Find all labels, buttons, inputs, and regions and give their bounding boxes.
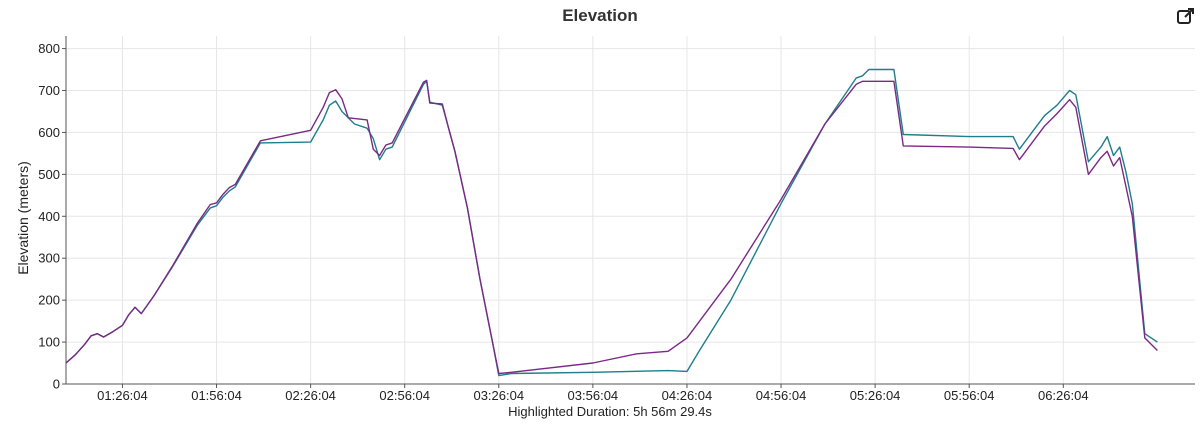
chart-title: Elevation — [562, 6, 638, 25]
y-tick-label: 600 — [38, 125, 60, 140]
elevation-series-line-1[interactable] — [65, 68, 1158, 377]
x-tick-label: 01:56:04 — [191, 388, 242, 403]
highlighted-duration: Highlighted Duration: 5h 56m 29.4s — [508, 404, 712, 419]
x-tick-label: 01:26:04 — [97, 388, 148, 403]
y-tick-label: 100 — [38, 335, 60, 350]
grid — [66, 36, 1195, 384]
x-tick-label: 04:56:04 — [756, 388, 807, 403]
axes — [65, 36, 1195, 385]
x-tick-label: 02:26:04 — [285, 388, 336, 403]
x-tick-label: 03:26:04 — [473, 388, 524, 403]
series-lines[interactable] — [65, 68, 1158, 377]
y-tick-label: 700 — [38, 83, 60, 98]
y-tick-label: 400 — [38, 209, 60, 224]
x-tick-label: 05:26:04 — [850, 388, 901, 403]
y-tick-label: 0 — [53, 377, 60, 392]
x-tick-label: 05:56:04 — [944, 388, 995, 403]
x-tick-label: 03:56:04 — [568, 388, 619, 403]
elevation-series-line-2[interactable] — [65, 79, 1158, 375]
y-axis-title: Elevation (meters) — [15, 161, 31, 275]
y-tick-labels: 0 100 200 300 400 500 600 700 800 — [38, 41, 66, 392]
export-icon[interactable] — [1176, 6, 1196, 26]
y-tick-label: 800 — [38, 41, 60, 56]
x-tick-labels: 01:26:04 01:56:04 02:26:04 02:56:04 03:26:04… — [97, 384, 1089, 403]
y-tick-label: 500 — [38, 167, 60, 182]
x-tick-label: 02:56:04 — [379, 388, 430, 403]
y-tick-label: 200 — [38, 293, 60, 308]
y-tick-label: 300 — [38, 251, 60, 266]
x-tick-label: 06:26:04 — [1038, 388, 1089, 403]
x-tick-label: 04:26:04 — [662, 388, 713, 403]
